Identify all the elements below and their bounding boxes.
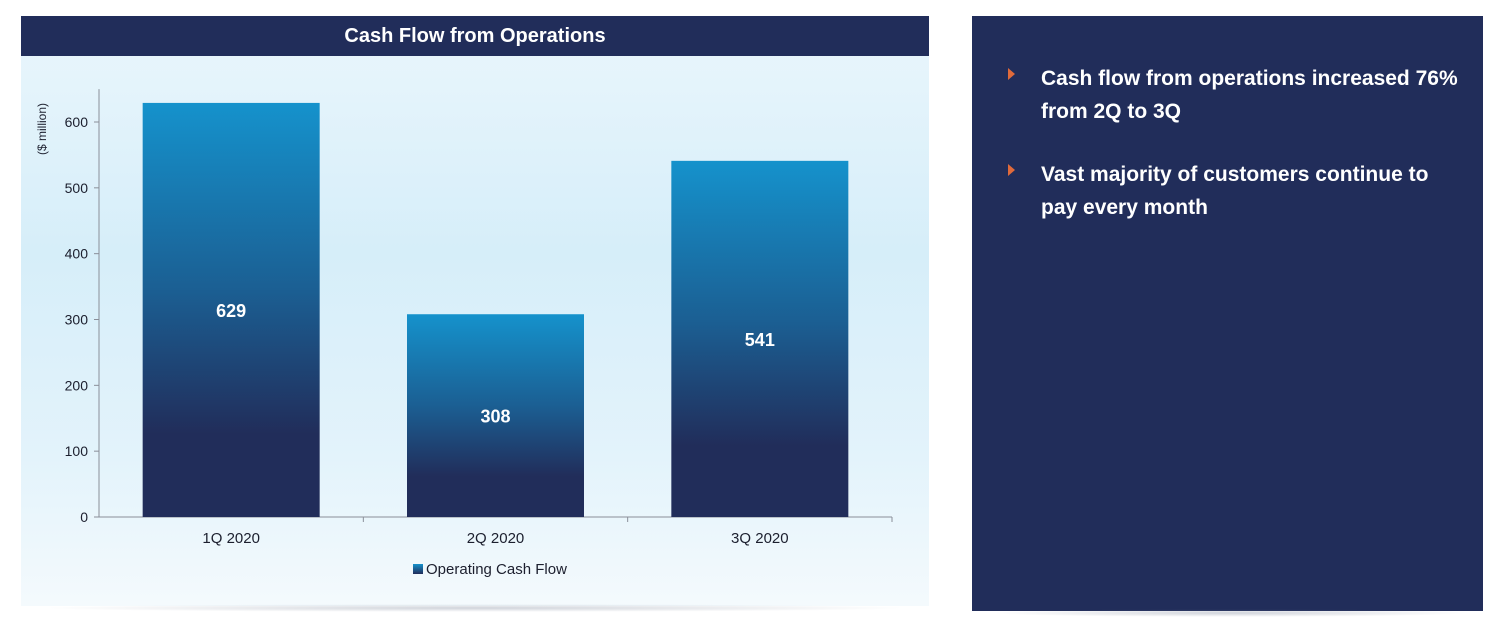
y-tick-label: 100 bbox=[65, 443, 89, 459]
x-tick-label: 1Q 2020 bbox=[202, 530, 260, 547]
bullet-text: Vast majority of customers continue to p… bbox=[1041, 163, 1429, 219]
y-tick-label: 600 bbox=[65, 114, 89, 130]
chart-title: Cash Flow from Operations bbox=[21, 16, 929, 56]
y-tick-label: 200 bbox=[65, 377, 89, 393]
y-tick-label: 0 bbox=[80, 509, 88, 525]
legend-swatch bbox=[413, 564, 423, 574]
bullet-text: Cash flow from operations increased 76% … bbox=[1041, 67, 1458, 123]
y-tick-label: 300 bbox=[65, 312, 89, 328]
arrow-right-icon bbox=[1008, 68, 1015, 80]
data-label: 308 bbox=[480, 407, 510, 427]
bar bbox=[142, 102, 320, 518]
commentary-shadow bbox=[990, 609, 1470, 617]
x-tick-label: 2Q 2020 bbox=[467, 530, 525, 547]
y-axis-label: ($ million) bbox=[35, 103, 49, 155]
y-tick-label: 400 bbox=[65, 246, 89, 262]
chart-shadow bbox=[40, 604, 910, 612]
bar bbox=[671, 160, 849, 517]
bar-chart: 0 100 200 300 400 500 600 ($ million) 629 1Q 2020… bbox=[35, 89, 893, 578]
y-tick-label: 500 bbox=[65, 180, 89, 196]
commentary-panel: Cash flow from operations increased 76% … bbox=[972, 16, 1483, 611]
data-label: 629 bbox=[216, 301, 246, 321]
x-tick-label: 3Q 2020 bbox=[731, 530, 789, 547]
legend-label: Operating Cash Flow bbox=[426, 561, 567, 578]
data-label: 541 bbox=[745, 330, 775, 350]
arrow-right-icon bbox=[1008, 164, 1015, 176]
bar bbox=[407, 314, 584, 517]
chart-panel: Cash Flow from Operations 0 100 200 300 400 5… bbox=[21, 16, 929, 606]
